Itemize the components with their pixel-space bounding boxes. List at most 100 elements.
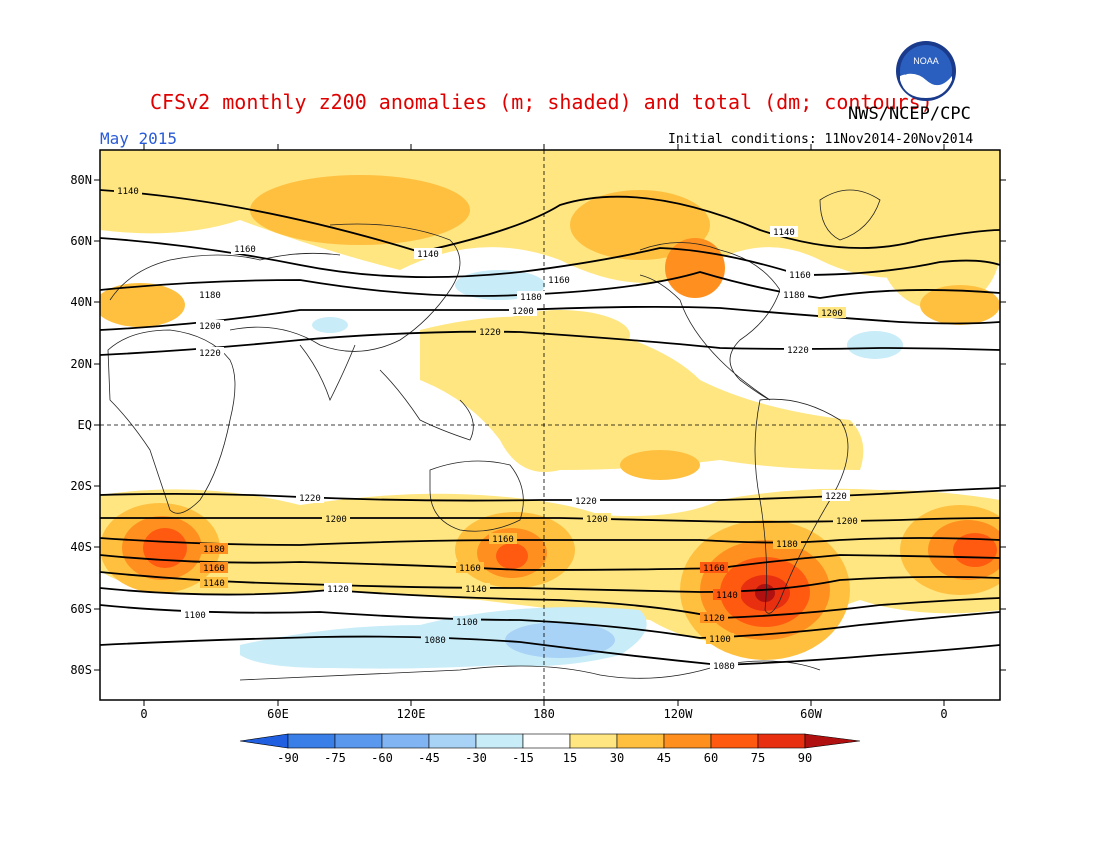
lon-label-180: 180 xyxy=(533,707,555,721)
colorbar-swatch xyxy=(287,733,336,749)
svg-text:1180: 1180 xyxy=(520,293,542,303)
colorbar-tick-label: -60 xyxy=(371,751,393,765)
coast-n-america xyxy=(639,242,781,401)
anomaly-negative-n-atlantic xyxy=(847,331,903,359)
svg-text:1080: 1080 xyxy=(424,636,446,646)
svg-text:1140: 1140 xyxy=(417,250,439,260)
contour-1100-south xyxy=(100,604,1000,639)
lat-label-20n: 20N xyxy=(70,357,92,371)
contour-label-1100-a: 1100 xyxy=(181,609,209,621)
colorbar-swatch xyxy=(663,733,712,749)
contour-label-1100-c: 1100 xyxy=(706,633,734,645)
svg-text:1160: 1160 xyxy=(789,271,811,281)
lat-label-80s: 80S xyxy=(70,663,92,677)
colorbar-swatch xyxy=(569,733,618,749)
contour-label-1220-b: 1220 xyxy=(476,326,504,338)
svg-text:1160: 1160 xyxy=(703,564,725,574)
contour-label-1120-a: 1120 xyxy=(324,583,352,595)
lon-label-60w: 60W xyxy=(800,707,822,721)
contour-label-1200-f: 1200 xyxy=(833,515,861,527)
colorbar-swatch xyxy=(757,733,806,749)
colorbar-tick-label: 90 xyxy=(798,751,812,765)
colorbar-tick-label: -45 xyxy=(418,751,440,765)
colorbar-tick-label: 30 xyxy=(610,751,624,765)
agency-label: NWS/NCEP/CPC xyxy=(848,104,971,124)
contour-label-1080-a: 1080 xyxy=(421,634,449,646)
contour-label-1200-a: 1200 xyxy=(196,320,224,332)
contour-1080-south xyxy=(100,635,1000,666)
contour-1180-north xyxy=(100,271,1000,299)
contour-label-1120-b: 1120 xyxy=(700,612,728,624)
colorbar-arrow-high xyxy=(804,733,861,749)
contour-label-1160-c: 1160 xyxy=(786,269,814,281)
latitude-axis: 80N 60N 40N 20N EQ 20S 40S 60S 80S xyxy=(70,173,1006,677)
contour-1160-south xyxy=(100,554,1000,571)
colorbar-tick-label: -30 xyxy=(465,751,487,765)
contour-label-1220-a: 1220 xyxy=(196,347,224,359)
contour-label-1160-d: 1160 xyxy=(489,533,517,545)
anomaly-negative-asia xyxy=(312,317,348,333)
contour-label-1180-b: 1180 xyxy=(517,291,545,303)
colorbar-swatch xyxy=(710,733,759,749)
contour-label-1160-b: 1160 xyxy=(545,274,573,286)
svg-text:1220: 1220 xyxy=(479,328,501,338)
anomaly-max-s-america xyxy=(755,584,775,602)
svg-text:1200: 1200 xyxy=(821,309,843,319)
svg-text:1180: 1180 xyxy=(199,291,221,301)
svg-text:1100: 1100 xyxy=(184,611,206,621)
svg-text:1080: 1080 xyxy=(713,662,735,672)
svg-text:1100: 1100 xyxy=(456,618,478,628)
forecast-month: May 2015 xyxy=(100,129,178,148)
svg-text:1220: 1220 xyxy=(787,346,809,356)
contour-label-1160-g: 1160 xyxy=(700,562,728,574)
anomaly-positive-europe-east xyxy=(920,285,1000,325)
initial-conditions: Initial conditions: 11Nov2014-20Nov2014 xyxy=(668,132,974,147)
coast-se-asia xyxy=(379,369,474,441)
noaa-logo-text: NOAA xyxy=(913,56,939,66)
svg-text:1140: 1140 xyxy=(465,585,487,595)
chart-title: CFSv2 monthly z200 anomalies (m; shaded)… xyxy=(150,90,933,114)
svg-text:1160: 1160 xyxy=(492,535,514,545)
lon-label-0: 0 xyxy=(140,707,147,721)
contour-1140-north xyxy=(100,189,1000,253)
svg-text:1180: 1180 xyxy=(776,540,798,550)
svg-text:1220: 1220 xyxy=(575,497,597,507)
anomaly-positive-atlantic xyxy=(880,190,1000,310)
contour-label-1140-f: 1140 xyxy=(713,589,741,601)
contour-label-1180-e: 1180 xyxy=(773,538,801,550)
anomaly-positive-north-pacific xyxy=(250,175,470,245)
svg-text:1200: 1200 xyxy=(586,515,608,525)
svg-text:1200: 1200 xyxy=(512,307,534,317)
lat-label-eq: EQ xyxy=(78,418,92,432)
contour-label-1140-e: 1140 xyxy=(462,583,490,595)
colorbar-swatch xyxy=(475,733,524,749)
svg-text:1200: 1200 xyxy=(199,322,221,332)
lat-label-80n: 80N xyxy=(70,173,92,187)
svg-text:1200: 1200 xyxy=(325,515,347,525)
colorbar-swatch xyxy=(334,733,383,749)
lat-label-40s: 40S xyxy=(70,540,92,554)
contour-1160-north xyxy=(100,237,1000,279)
longitude-axis: 0 60E 120E 180 120W 60W 0 xyxy=(140,144,948,721)
contour-label-1200-e: 1200 xyxy=(583,513,611,525)
noaa-logo: NOAA xyxy=(896,41,956,101)
anomaly-negative-ross-sea xyxy=(505,622,615,658)
coast-africa xyxy=(107,329,236,514)
lat-label-40n: 40N xyxy=(70,295,92,309)
lat-label-20s: 20S xyxy=(70,479,92,493)
contour-label-1180-c: 1180 xyxy=(780,289,808,301)
coast-greenland xyxy=(819,189,881,241)
colorbar-arrow-low xyxy=(239,733,289,749)
colorbar-tick-label: 15 xyxy=(563,751,577,765)
colorbar-swatch xyxy=(522,733,571,749)
contour-label-1220-d: 1220 xyxy=(296,492,324,504)
svg-text:1160: 1160 xyxy=(234,245,256,255)
colorbar-tick-label: -90 xyxy=(277,751,299,765)
contour-label-1220-e: 1220 xyxy=(572,495,600,507)
svg-text:1140: 1140 xyxy=(117,187,139,197)
coast-antarctica xyxy=(239,660,821,681)
contour-1220-north xyxy=(100,330,1000,356)
contour-label-1100-b: 1100 xyxy=(453,616,481,628)
svg-text:1160: 1160 xyxy=(203,564,225,574)
